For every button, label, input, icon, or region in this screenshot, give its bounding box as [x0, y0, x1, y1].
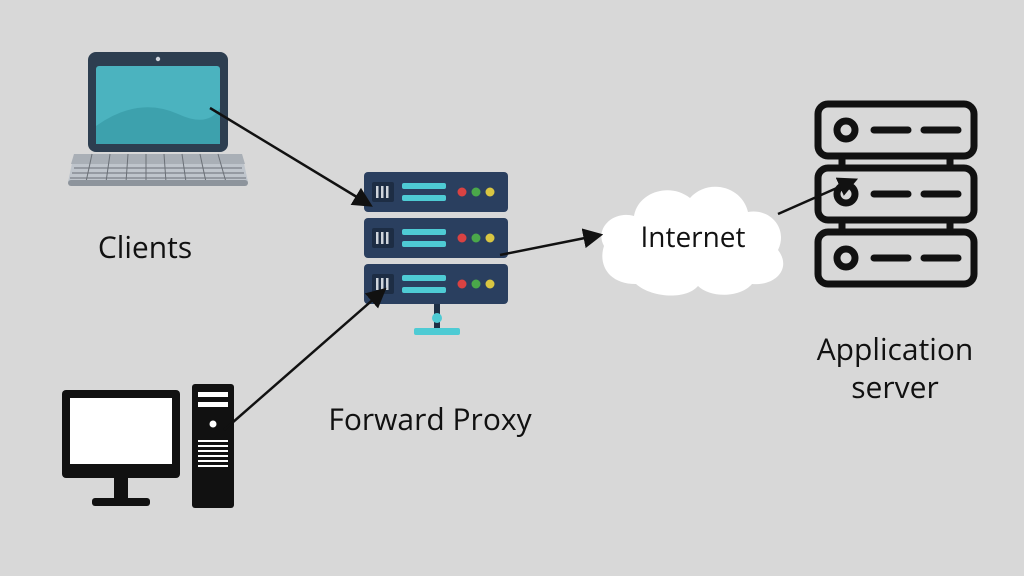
application-server-label: Application server	[790, 330, 1000, 405]
internet-label: Internet	[628, 220, 758, 255]
arrow-cloud-to-appserver	[778, 180, 855, 214]
clients-label: Clients	[60, 228, 230, 266]
arrow-proxy-to-cloud	[500, 235, 600, 255]
diagram-stage: Clients Forward Proxy Internet Applicati…	[0, 0, 1024, 576]
arrows-layer	[0, 0, 1024, 576]
forward-proxy-label: Forward Proxy	[300, 400, 560, 438]
arrow-laptop-to-proxy	[210, 108, 370, 205]
